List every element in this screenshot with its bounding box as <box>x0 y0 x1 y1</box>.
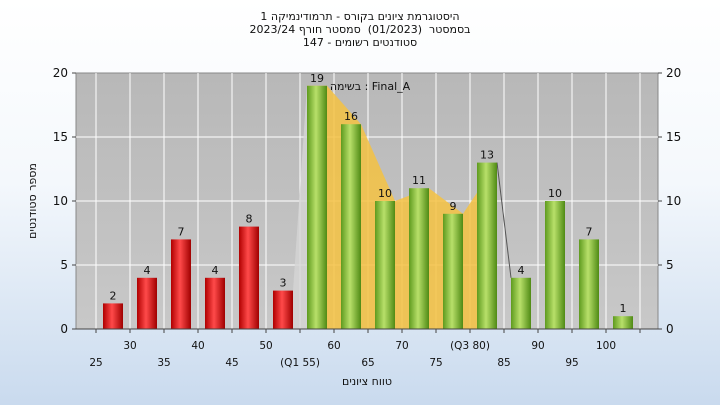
bar <box>511 277 531 329</box>
bar <box>137 277 157 329</box>
bar-value-label: 2 <box>110 289 117 302</box>
x-tick-label: (Q3 80) <box>450 340 490 352</box>
bar <box>307 85 327 329</box>
x-tick-label: 65 <box>361 357 374 369</box>
bar <box>239 226 259 329</box>
bar <box>579 239 599 329</box>
y-tick-label-left: 0 <box>60 322 68 336</box>
bars <box>103 85 633 329</box>
bar-value-label: 19 <box>310 72 324 85</box>
x-tick-label: 60 <box>327 340 340 352</box>
y-axis-title: מספר סטודנטים <box>26 163 39 239</box>
bar <box>103 303 123 329</box>
bar-value-label: 8 <box>246 213 253 226</box>
y-tick-label-left: 15 <box>53 130 68 144</box>
bar-value-label: 11 <box>412 174 426 187</box>
bar <box>443 213 463 329</box>
bar-value-label: 9 <box>450 200 457 213</box>
bar <box>273 290 293 329</box>
title-line-1: היסטוגרמת ציונים בקורס - תרמודינמיקה 1 <box>260 10 460 23</box>
x-tick-label: 95 <box>565 357 578 369</box>
y-tick-label-right: 15 <box>666 130 681 144</box>
bar-value-label: 7 <box>586 225 593 238</box>
x-tick-label: 50 <box>259 340 272 352</box>
y-tick-label-right: 20 <box>666 66 681 80</box>
bar-value-label: 4 <box>144 264 151 277</box>
x-tick-label: 30 <box>123 340 136 352</box>
bar <box>375 201 395 329</box>
bar <box>205 277 225 329</box>
x-tick-label: (Q1 55) <box>280 357 320 369</box>
chart-title: היסטוגרמת ציונים בקורס - תרמודינמיקה 1 ב… <box>0 10 720 49</box>
bar-value-label: 4 <box>518 264 525 277</box>
axes: 0 0 5 5 10 10 15 15 20 20 30 40 50 60 70 (Q3 80) 90 100 25… <box>53 66 682 369</box>
bar <box>613 316 633 329</box>
x-tick-label: 85 <box>497 357 510 369</box>
y-tick-label-right: 10 <box>666 194 681 208</box>
y-tick-label-right: 0 <box>666 322 674 336</box>
x-tick-label: 90 <box>531 340 544 352</box>
x-tick-label: 100 <box>596 340 616 352</box>
bar <box>409 188 429 329</box>
bar-value-label: 1 <box>620 302 627 315</box>
bar-value-label: 3 <box>280 277 287 290</box>
y-tick-label-left: 5 <box>60 258 68 272</box>
trend-line-right <box>496 162 512 278</box>
bar-value-label: 16 <box>344 110 358 123</box>
annotation-label: בשימה : Final_A <box>330 80 411 93</box>
bar-value-label: 13 <box>480 149 494 162</box>
bar-value-label: 10 <box>548 187 562 200</box>
x-tick-label: 25 <box>89 357 102 369</box>
y-tick-label-left: 10 <box>53 194 68 208</box>
bar <box>171 239 191 329</box>
bar <box>477 162 497 329</box>
title-line-3: סטודנטים רשומים - 147 <box>302 36 418 49</box>
bar-value-label: 4 <box>212 264 219 277</box>
x-axis-title: טווח ציונים <box>342 375 392 388</box>
bar <box>545 201 565 329</box>
value-labels: 2 4 7 4 8 3 19 16 10 11 9 13 4 10 7 1 <box>110 72 627 315</box>
x-tick-label: 70 <box>395 340 408 352</box>
x-tick-label: 35 <box>157 357 170 369</box>
y-tick-label-left: 20 <box>53 66 68 80</box>
x-tick-label: 45 <box>225 357 238 369</box>
bar <box>341 124 361 329</box>
x-tick-label: 40 <box>191 340 204 352</box>
x-tick-label: 75 <box>429 357 442 369</box>
trend-area-left <box>293 85 307 329</box>
y-tick-label-right: 5 <box>666 258 674 272</box>
bar-value-label: 7 <box>178 225 185 238</box>
title-line-2: בסמסטר (01/2023) סמסטר חורף 2023/24 <box>249 23 471 36</box>
bar-value-label: 10 <box>378 187 392 200</box>
